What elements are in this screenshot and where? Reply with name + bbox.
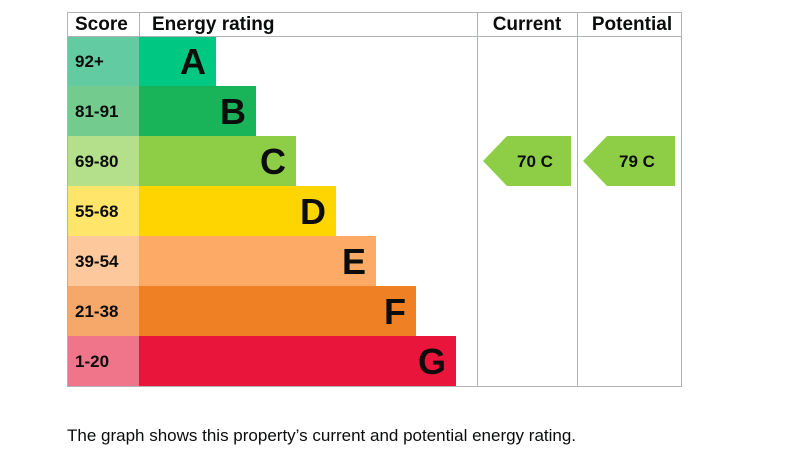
- band-letter-a: A: [180, 41, 206, 82]
- chart-grid: [67, 12, 682, 387]
- chart-border: [67, 12, 682, 387]
- score-cell-g: [67, 336, 139, 386]
- band-bar-e: [139, 236, 376, 286]
- current-indicator: [483, 136, 571, 186]
- band-letter-b: B: [220, 91, 246, 132]
- score-cell-c: [67, 136, 139, 186]
- header-energy-rating: Energy rating: [152, 14, 274, 35]
- score-cell-d: [67, 186, 139, 236]
- band-letter-d: D: [300, 191, 326, 232]
- band-bar-d: [139, 186, 336, 236]
- potential-indicator-label: 79 C: [619, 152, 655, 171]
- header-current: Current: [493, 14, 562, 35]
- band-bar-b: [139, 86, 256, 136]
- rating-bands: 92+ A 81-91 B 69-80 C 55-68 D 39-54 E 21-38 F 1-20 G: [67, 36, 456, 386]
- band-letter-c: C: [260, 141, 286, 182]
- rating-indicators: 70 C 79 C: [483, 136, 675, 186]
- score-label-a: 92+: [75, 52, 104, 71]
- current-indicator-label: 70 C: [517, 152, 553, 171]
- band-bar-f: [139, 286, 416, 336]
- score-label-e: 39-54: [75, 252, 119, 271]
- band-letter-g: G: [418, 341, 446, 382]
- score-label-d: 55-68: [75, 202, 118, 221]
- potential-indicator: [583, 136, 675, 186]
- band-bar-g: [139, 336, 456, 386]
- header-potential: Potential: [592, 14, 672, 35]
- score-label-f: 21-38: [75, 302, 118, 321]
- score-label-c: 69-80: [75, 152, 118, 171]
- score-cell-f: [67, 286, 139, 336]
- chart-caption: The graph shows this property’s current …: [67, 426, 577, 445]
- band-bar-c: [139, 136, 296, 186]
- band-letter-f: F: [384, 291, 406, 332]
- score-cell-e: [67, 236, 139, 286]
- score-cell-a: [67, 36, 139, 86]
- score-label-b: 81-91: [75, 102, 118, 121]
- score-cell-b: [67, 86, 139, 136]
- header-score: Score: [75, 14, 128, 35]
- band-bar-a: [139, 36, 216, 86]
- band-letter-e: E: [342, 241, 366, 282]
- score-label-g: 1-20: [75, 352, 109, 371]
